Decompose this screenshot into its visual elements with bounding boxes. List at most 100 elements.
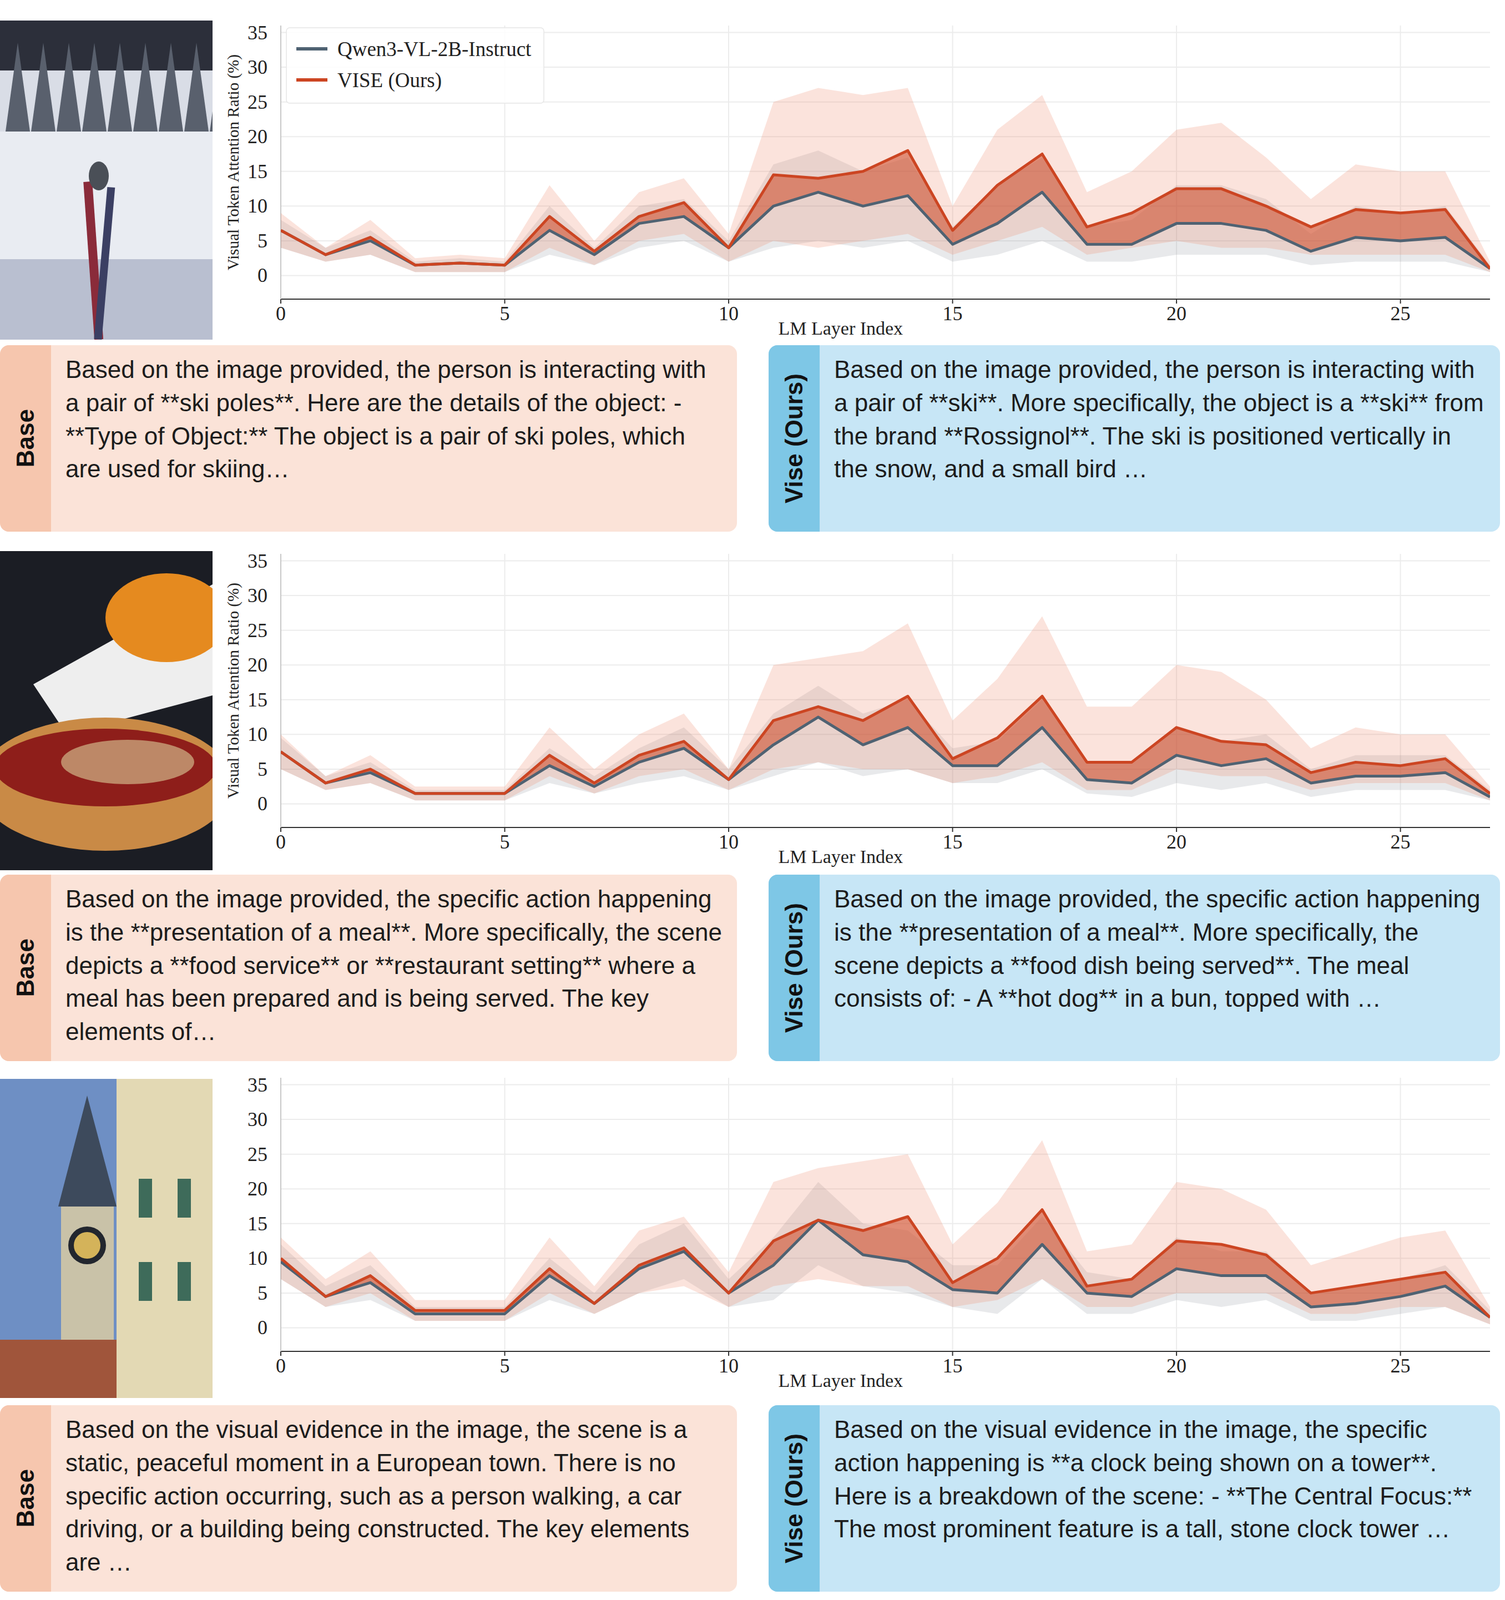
photo-cheese xyxy=(61,739,195,785)
y-tick-label: 0 xyxy=(257,1316,268,1339)
x-tick-label: 15 xyxy=(942,1354,963,1377)
response-text: Based on the image provided, the person … xyxy=(51,345,737,532)
band-area xyxy=(280,616,1491,801)
chart: 051015202530350510152025LM Layer IndexVi… xyxy=(224,549,1491,867)
y-tick-label: 30 xyxy=(247,584,268,607)
response-tag-label: Vise (Ours) xyxy=(780,1433,808,1564)
photo-tree xyxy=(133,42,158,132)
x-tick-label: 20 xyxy=(1166,302,1187,325)
response-text: Based on the image provided, the specifi… xyxy=(819,874,1501,1062)
series-line xyxy=(280,1220,1491,1318)
photo-bun xyxy=(0,717,213,851)
grid-line xyxy=(280,1077,282,1352)
chart: 051015202530350510152025LM Layer Index xyxy=(247,1073,1491,1391)
grid-line xyxy=(280,1084,1491,1086)
grid-line xyxy=(280,1326,1491,1328)
x-tick-label: 10 xyxy=(718,830,739,853)
y-axis xyxy=(280,1077,282,1352)
photo-tree xyxy=(5,42,30,132)
plot-data xyxy=(280,88,1491,273)
grid-line xyxy=(280,594,1491,597)
base-response: Base Based on the image provided, the per… xyxy=(0,345,737,532)
x-tick-label: 20 xyxy=(1166,1354,1187,1377)
x-axis-title: LM Layer Index xyxy=(778,317,903,339)
y-tick-label: 5 xyxy=(257,229,268,252)
photo-shutter xyxy=(177,1261,191,1301)
response-tag-label: Base xyxy=(11,938,40,997)
grid-line xyxy=(280,553,282,828)
y-tick-label: 35 xyxy=(247,1073,268,1097)
y-tick-label: 15 xyxy=(247,1212,268,1235)
photo-shutter xyxy=(138,1178,153,1218)
response-text: Based on the visual evidence in the imag… xyxy=(819,1405,1501,1592)
photo-clock-face xyxy=(73,1231,101,1259)
photo-snow xyxy=(0,20,213,340)
photo-ski xyxy=(93,187,115,340)
x-tick-label: 0 xyxy=(275,302,286,325)
y-tick-label: 25 xyxy=(247,619,268,642)
grid-line xyxy=(280,1153,1491,1155)
plot-data xyxy=(280,616,1491,801)
grid-line xyxy=(280,1118,1491,1120)
y-tick-label: 15 xyxy=(247,160,268,183)
photo-bird xyxy=(88,161,109,191)
photo-fries xyxy=(105,573,213,663)
legend-label: VISE (Ours) xyxy=(337,68,442,93)
grid-line xyxy=(280,25,282,300)
figure: 0 5 10 15 20 25 30 35 0 5 10 15 20 25 LM Layer Index Vi… xyxy=(0,0,1505,1600)
photo xyxy=(0,1078,213,1398)
gap-fill xyxy=(280,150,1491,269)
vise-response: Vise (Ours) Based on the image provided, … xyxy=(768,874,1501,1062)
response-text: Based on the image provided, the specifi… xyxy=(51,874,737,1062)
response-tag: Vise (Ours) xyxy=(768,345,820,532)
y-tick-label: 15 xyxy=(247,688,268,711)
response-tag-label: Base xyxy=(11,408,40,468)
legend-box xyxy=(286,27,544,104)
x-tick-label: 5 xyxy=(500,830,510,853)
x-axis-title: LM Layer Index xyxy=(778,846,903,867)
x-tick-label: 20 xyxy=(1166,830,1187,853)
x-axis xyxy=(280,298,1491,300)
photo-tree xyxy=(82,42,107,132)
y-tick-label: 0 xyxy=(257,792,268,815)
y-tick-label: 10 xyxy=(247,194,268,217)
photo-sausage xyxy=(0,728,213,807)
gap-fill xyxy=(280,1209,1491,1318)
y-tick-label: 25 xyxy=(247,1143,268,1166)
response-tag-label: Vise (Ours) xyxy=(780,373,808,504)
band-area xyxy=(280,1140,1491,1325)
response-tag-label: Vise (Ours) xyxy=(780,902,808,1033)
x-tick-label: 25 xyxy=(1390,830,1411,853)
x-tick-label: 0 xyxy=(275,830,286,853)
photo-sky xyxy=(0,1078,213,1398)
vise-response: Vise (Ours)Based on the image provided, … xyxy=(768,345,1501,532)
grid-line xyxy=(280,274,1491,276)
photo-tree xyxy=(31,42,56,132)
y-axis-title: Visual Token Attention Ratio (%) xyxy=(224,54,243,271)
photo xyxy=(0,20,213,340)
photo-tree xyxy=(56,42,82,132)
series-line xyxy=(280,716,1491,797)
x-tick-label: 25 xyxy=(1390,1354,1411,1377)
photo-tree xyxy=(107,42,133,132)
legend-swatch xyxy=(296,47,328,51)
legend-label: Qwen3-VL-2B-Instruct xyxy=(337,37,532,61)
series-line xyxy=(280,192,1491,269)
y-axis-title: Visual Token Attention Ratio (%) xyxy=(224,582,243,799)
band-area xyxy=(280,88,1491,273)
response-tag: Vise (Ours) xyxy=(768,1405,820,1592)
photo-tree xyxy=(184,42,209,132)
photo-shutter xyxy=(138,1261,153,1301)
x-tick-label: 0 xyxy=(275,1354,286,1377)
grid-line xyxy=(952,1077,954,1352)
y-axis xyxy=(280,553,282,828)
plot-data xyxy=(280,1140,1491,1325)
x-axis xyxy=(280,826,1491,828)
x-axis xyxy=(280,1350,1491,1352)
photo-tree xyxy=(209,42,213,132)
grid-line xyxy=(280,629,1491,631)
x-tick-label: 15 xyxy=(942,302,963,325)
y-tick-label: 20 xyxy=(247,653,268,676)
response-tag: Base xyxy=(0,1405,52,1592)
y-tick-label: 20 xyxy=(247,125,268,148)
